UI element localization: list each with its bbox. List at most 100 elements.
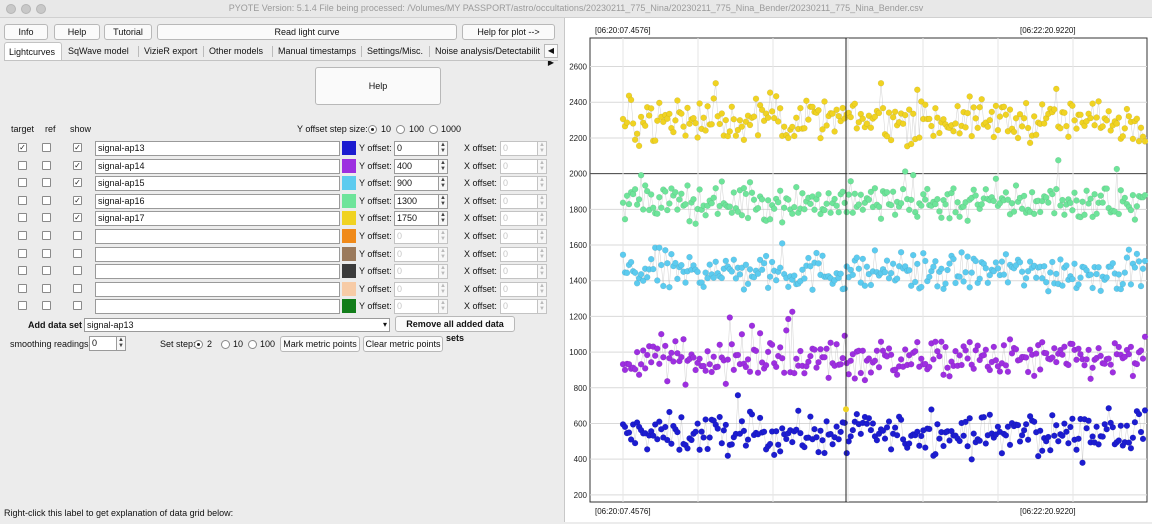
y-offset-spinner[interactable]: ▲ ▼ (439, 281, 448, 297)
series-color-swatch[interactable] (342, 211, 356, 226)
tab-settings-misc[interactable]: Settings/Misc. (367, 46, 424, 56)
x-offset-input[interactable]: 0 (500, 281, 538, 297)
target-checkbox[interactable] (18, 213, 27, 223)
y-offset-spinner[interactable]: ▲ ▼ (439, 229, 448, 244)
show-checkbox[interactable]: ✓ (73, 195, 82, 205)
x-offset-input[interactable]: 0 (500, 158, 538, 174)
ref-checkbox[interactable] (42, 143, 51, 152)
data-set-name-field[interactable] (95, 299, 340, 315)
series-color-swatch[interactable] (342, 158, 356, 173)
ref-checkbox[interactable] (42, 231, 51, 240)
y-step-radio-1000[interactable] (429, 125, 438, 134)
x-offset-spinner[interactable]: ▲ ▼ (538, 176, 547, 192)
ref-checkbox[interactable] (42, 213, 51, 223)
series-color-swatch[interactable] (342, 264, 356, 279)
ref-checkbox[interactable] (42, 160, 51, 170)
target-checkbox[interactable] (18, 301, 27, 311)
remove-all-data-sets-button[interactable]: Remove all added data sets (395, 316, 515, 343)
data-set-name-field[interactable]: signal-ap13 (95, 141, 340, 156)
data-set-name-field[interactable] (95, 229, 340, 244)
tab-noise-analysis[interactable]: Noise analysis/Detectabilit (435, 46, 541, 56)
y-offset-input[interactable]: 0 (394, 299, 439, 315)
x-offset-spinner[interactable]: ▲ ▼ (538, 246, 547, 262)
data-set-name-field[interactable]: signal-ap14 (95, 158, 340, 174)
tab-manual-timestamps[interactable]: Manual timestamps (278, 46, 357, 56)
info-button[interactable]: Info (4, 24, 48, 40)
x-offset-spinner[interactable]: ▲ ▼ (538, 193, 547, 209)
y-step-radio-10[interactable] (368, 125, 377, 134)
show-checkbox[interactable] (73, 283, 82, 293)
show-checkbox[interactable]: ✓ (73, 143, 82, 152)
y-offset-spinner[interactable]: ▲ ▼ (439, 141, 448, 156)
show-checkbox[interactable] (73, 301, 82, 311)
y-offset-spinner[interactable]: ▲ ▼ (439, 193, 448, 209)
data-set-name-field[interactable]: signal-ap17 (95, 211, 340, 227)
y-offset-input[interactable]: 0 (394, 246, 439, 262)
tab-scroll-arrows[interactable]: ◀ ▶ (544, 44, 558, 67)
target-checkbox[interactable] (18, 178, 27, 188)
target-checkbox[interactable] (18, 248, 27, 258)
light-curve-chart[interactable]: 200 400 600 800 1000 1200 1400 1600 1800 2000 2200… (565, 18, 1152, 522)
series-color-swatch[interactable] (342, 281, 356, 296)
ref-checkbox[interactable] (42, 266, 51, 276)
x-offset-input[interactable]: 0 (500, 246, 538, 262)
y-offset-input[interactable]: 0 (394, 141, 439, 156)
series-color-swatch[interactable] (342, 246, 356, 261)
y-offset-input[interactable]: 0 (394, 229, 439, 244)
target-checkbox[interactable] (18, 195, 27, 205)
y-offset-spinner[interactable]: ▲ ▼ (439, 176, 448, 192)
show-checkbox[interactable] (73, 231, 82, 240)
data-set-name-field[interactable] (95, 246, 340, 262)
x-offset-spinner[interactable]: ▲ ▼ (538, 211, 547, 227)
add-data-set-select[interactable]: signal-ap13 ▾ (84, 318, 390, 332)
help-button[interactable]: Help (54, 24, 100, 40)
minimize-window-button[interactable] (21, 4, 31, 14)
y-step-radio-100[interactable] (396, 125, 405, 134)
x-offset-input[interactable]: 0 (500, 211, 538, 227)
ref-checkbox[interactable] (42, 178, 51, 188)
tab-sqwave-model[interactable]: SqWave model (68, 46, 129, 56)
set-step-radio-2[interactable] (194, 340, 203, 349)
tab-lightcurves[interactable]: Lightcurves (4, 42, 62, 60)
x-offset-input[interactable]: 0 (500, 193, 538, 209)
y-offset-spinner[interactable]: ▲ ▼ (439, 158, 448, 174)
clear-metric-points-button[interactable]: Clear metric points (363, 336, 443, 352)
ref-checkbox[interactable] (42, 301, 51, 311)
x-offset-spinner[interactable]: ▲ ▼ (538, 141, 547, 156)
x-offset-input[interactable]: 0 (500, 299, 538, 315)
data-set-name-field[interactable]: signal-ap15 (95, 176, 340, 192)
data-set-name-field[interactable] (95, 281, 340, 297)
ref-checkbox[interactable] (42, 248, 51, 258)
y-offset-input[interactable]: 400 (394, 158, 439, 174)
show-checkbox[interactable] (73, 248, 82, 258)
help-for-plot-button[interactable]: Help for plot --> (462, 24, 555, 40)
data-set-name-field[interactable]: signal-ap16 (95, 193, 340, 209)
x-offset-input[interactable]: 0 (500, 141, 538, 156)
y-offset-spinner[interactable]: ▲ ▼ (439, 299, 448, 315)
ref-checkbox[interactable] (42, 283, 51, 293)
show-checkbox[interactable]: ✓ (73, 213, 82, 223)
set-step-radio-10[interactable] (221, 340, 230, 349)
close-window-button[interactable] (6, 4, 16, 14)
set-step-radio-100[interactable] (248, 340, 257, 349)
tutorial-button[interactable]: Tutorial (104, 24, 152, 40)
x-offset-spinner[interactable]: ▲ ▼ (538, 299, 547, 315)
target-checkbox[interactable] (18, 160, 27, 170)
panel-help-button[interactable]: Help (315, 67, 441, 105)
x-offset-spinner[interactable]: ▲ ▼ (538, 229, 547, 244)
data-grid-hint-label[interactable]: Right-click this label to get explanatio… (4, 508, 234, 518)
series-color-swatch[interactable] (342, 299, 356, 314)
x-offset-input[interactable]: 0 (500, 176, 538, 192)
target-checkbox[interactable]: ✓ (18, 143, 27, 152)
show-checkbox[interactable]: ✓ (73, 178, 82, 188)
series-color-swatch[interactable] (342, 176, 356, 191)
series-color-swatch[interactable] (342, 141, 356, 155)
target-checkbox[interactable] (18, 283, 27, 293)
x-offset-spinner[interactable]: ▲ ▼ (538, 281, 547, 297)
target-checkbox[interactable] (18, 266, 27, 276)
zoom-window-button[interactable] (36, 4, 46, 14)
x-offset-spinner[interactable]: ▲ ▼ (538, 264, 547, 280)
y-offset-input[interactable]: 0 (394, 281, 439, 297)
y-offset-spinner[interactable]: ▲ ▼ (439, 211, 448, 227)
y-offset-spinner[interactable]: ▲ ▼ (439, 246, 448, 262)
